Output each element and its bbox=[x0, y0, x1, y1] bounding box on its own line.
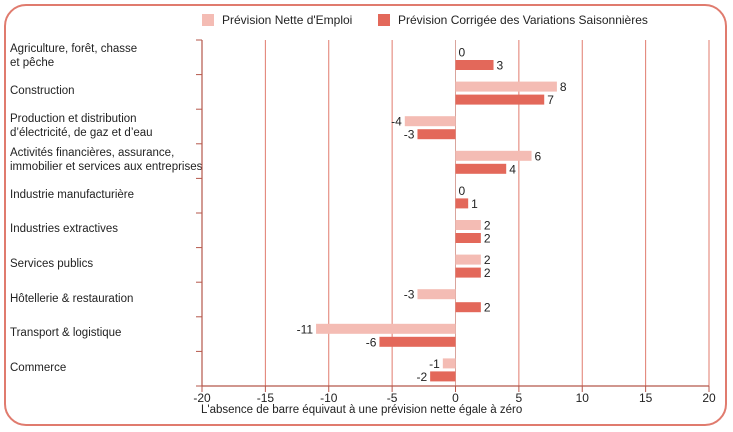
bar-corrigee bbox=[455, 267, 481, 278]
legend-label-corrigee: Prévision Corrigée des Variations Saison… bbox=[398, 13, 648, 27]
category-label: Production et distribution d’électricité,… bbox=[10, 112, 153, 139]
category-label: Agriculture, forêt, chasse et pêche bbox=[10, 43, 138, 70]
category-label: Industries extractives bbox=[10, 223, 119, 236]
category-label: Construction bbox=[10, 84, 75, 97]
category-label: Activités financières, assurance, immobil… bbox=[10, 147, 203, 174]
bar-nette bbox=[455, 220, 481, 230]
data-label: 2 bbox=[484, 301, 491, 315]
data-label: -2 bbox=[416, 370, 427, 384]
bar-nette bbox=[404, 116, 456, 127]
legend: Prévision Nette d'Emploi Prévision Corri… bbox=[0, 10, 733, 32]
legend-swatch-corrigee bbox=[378, 14, 390, 26]
bar-nette bbox=[442, 358, 456, 369]
data-label: 3 bbox=[497, 59, 504, 73]
data-label: 6 bbox=[535, 149, 542, 163]
data-label: 2 bbox=[484, 219, 491, 233]
legend-item-corrigee: Prévision Corrigée des Variations Saison… bbox=[378, 13, 648, 27]
bar-corrigee bbox=[455, 302, 481, 313]
x-tick-label: 0 bbox=[452, 391, 459, 405]
chart-frame bbox=[4, 4, 727, 426]
x-tick-label: 20 bbox=[702, 391, 716, 405]
legend-label-nette: Prévision Nette d'Emploi bbox=[222, 13, 353, 27]
x-tick-label: -20 bbox=[193, 391, 211, 405]
bar-corrigee bbox=[455, 198, 469, 209]
bar-corrigee bbox=[379, 336, 456, 347]
data-label: 1 bbox=[471, 197, 478, 211]
category-label: Commerce bbox=[10, 361, 67, 374]
bar-nette bbox=[455, 150, 532, 161]
x-tick-label: -10 bbox=[320, 391, 338, 405]
data-label: 0 bbox=[459, 46, 466, 60]
bar-corrigee bbox=[455, 94, 545, 105]
bar-corrigee bbox=[455, 233, 481, 243]
bar-nette bbox=[316, 323, 456, 334]
x-tick-label: 15 bbox=[639, 391, 653, 405]
data-label: 2 bbox=[484, 232, 491, 246]
x-tick-label: 5 bbox=[516, 391, 523, 405]
category-label: Services publics bbox=[10, 257, 94, 270]
data-label: -4 bbox=[391, 115, 402, 129]
bar-nette bbox=[417, 289, 456, 300]
bar-corrigee bbox=[455, 163, 507, 174]
x-tick-label: -5 bbox=[387, 391, 398, 405]
data-label: -3 bbox=[404, 128, 415, 142]
bar-nette bbox=[455, 254, 481, 265]
bar-nette bbox=[455, 81, 557, 92]
data-label: 4 bbox=[509, 162, 516, 176]
data-label: 8 bbox=[560, 80, 567, 94]
legend-swatch-nette bbox=[202, 14, 214, 26]
legend-item-nette: Prévision Nette d'Emploi bbox=[202, 13, 352, 27]
data-label: -11 bbox=[297, 322, 314, 336]
category-label: Industrie manufacturière bbox=[10, 188, 135, 201]
data-label: -6 bbox=[366, 335, 377, 349]
chart-note: L'absence de barre équivaut à une prévis… bbox=[201, 404, 523, 416]
x-tick-label: -15 bbox=[257, 391, 275, 405]
bar-corrigee bbox=[455, 60, 494, 70]
data-label: 0 bbox=[459, 184, 466, 198]
data-label: -1 bbox=[429, 357, 440, 371]
bar-corrigee bbox=[417, 129, 456, 140]
data-label: 7 bbox=[547, 93, 554, 107]
x-tick-label: 10 bbox=[576, 391, 590, 405]
category-label: Transport & logistique bbox=[10, 327, 122, 340]
data-label: 2 bbox=[484, 253, 491, 267]
bar-corrigee bbox=[430, 371, 456, 382]
data-label: -3 bbox=[404, 288, 415, 302]
data-label: 2 bbox=[484, 266, 491, 280]
category-label: Hôtellerie & restauration bbox=[10, 292, 134, 305]
